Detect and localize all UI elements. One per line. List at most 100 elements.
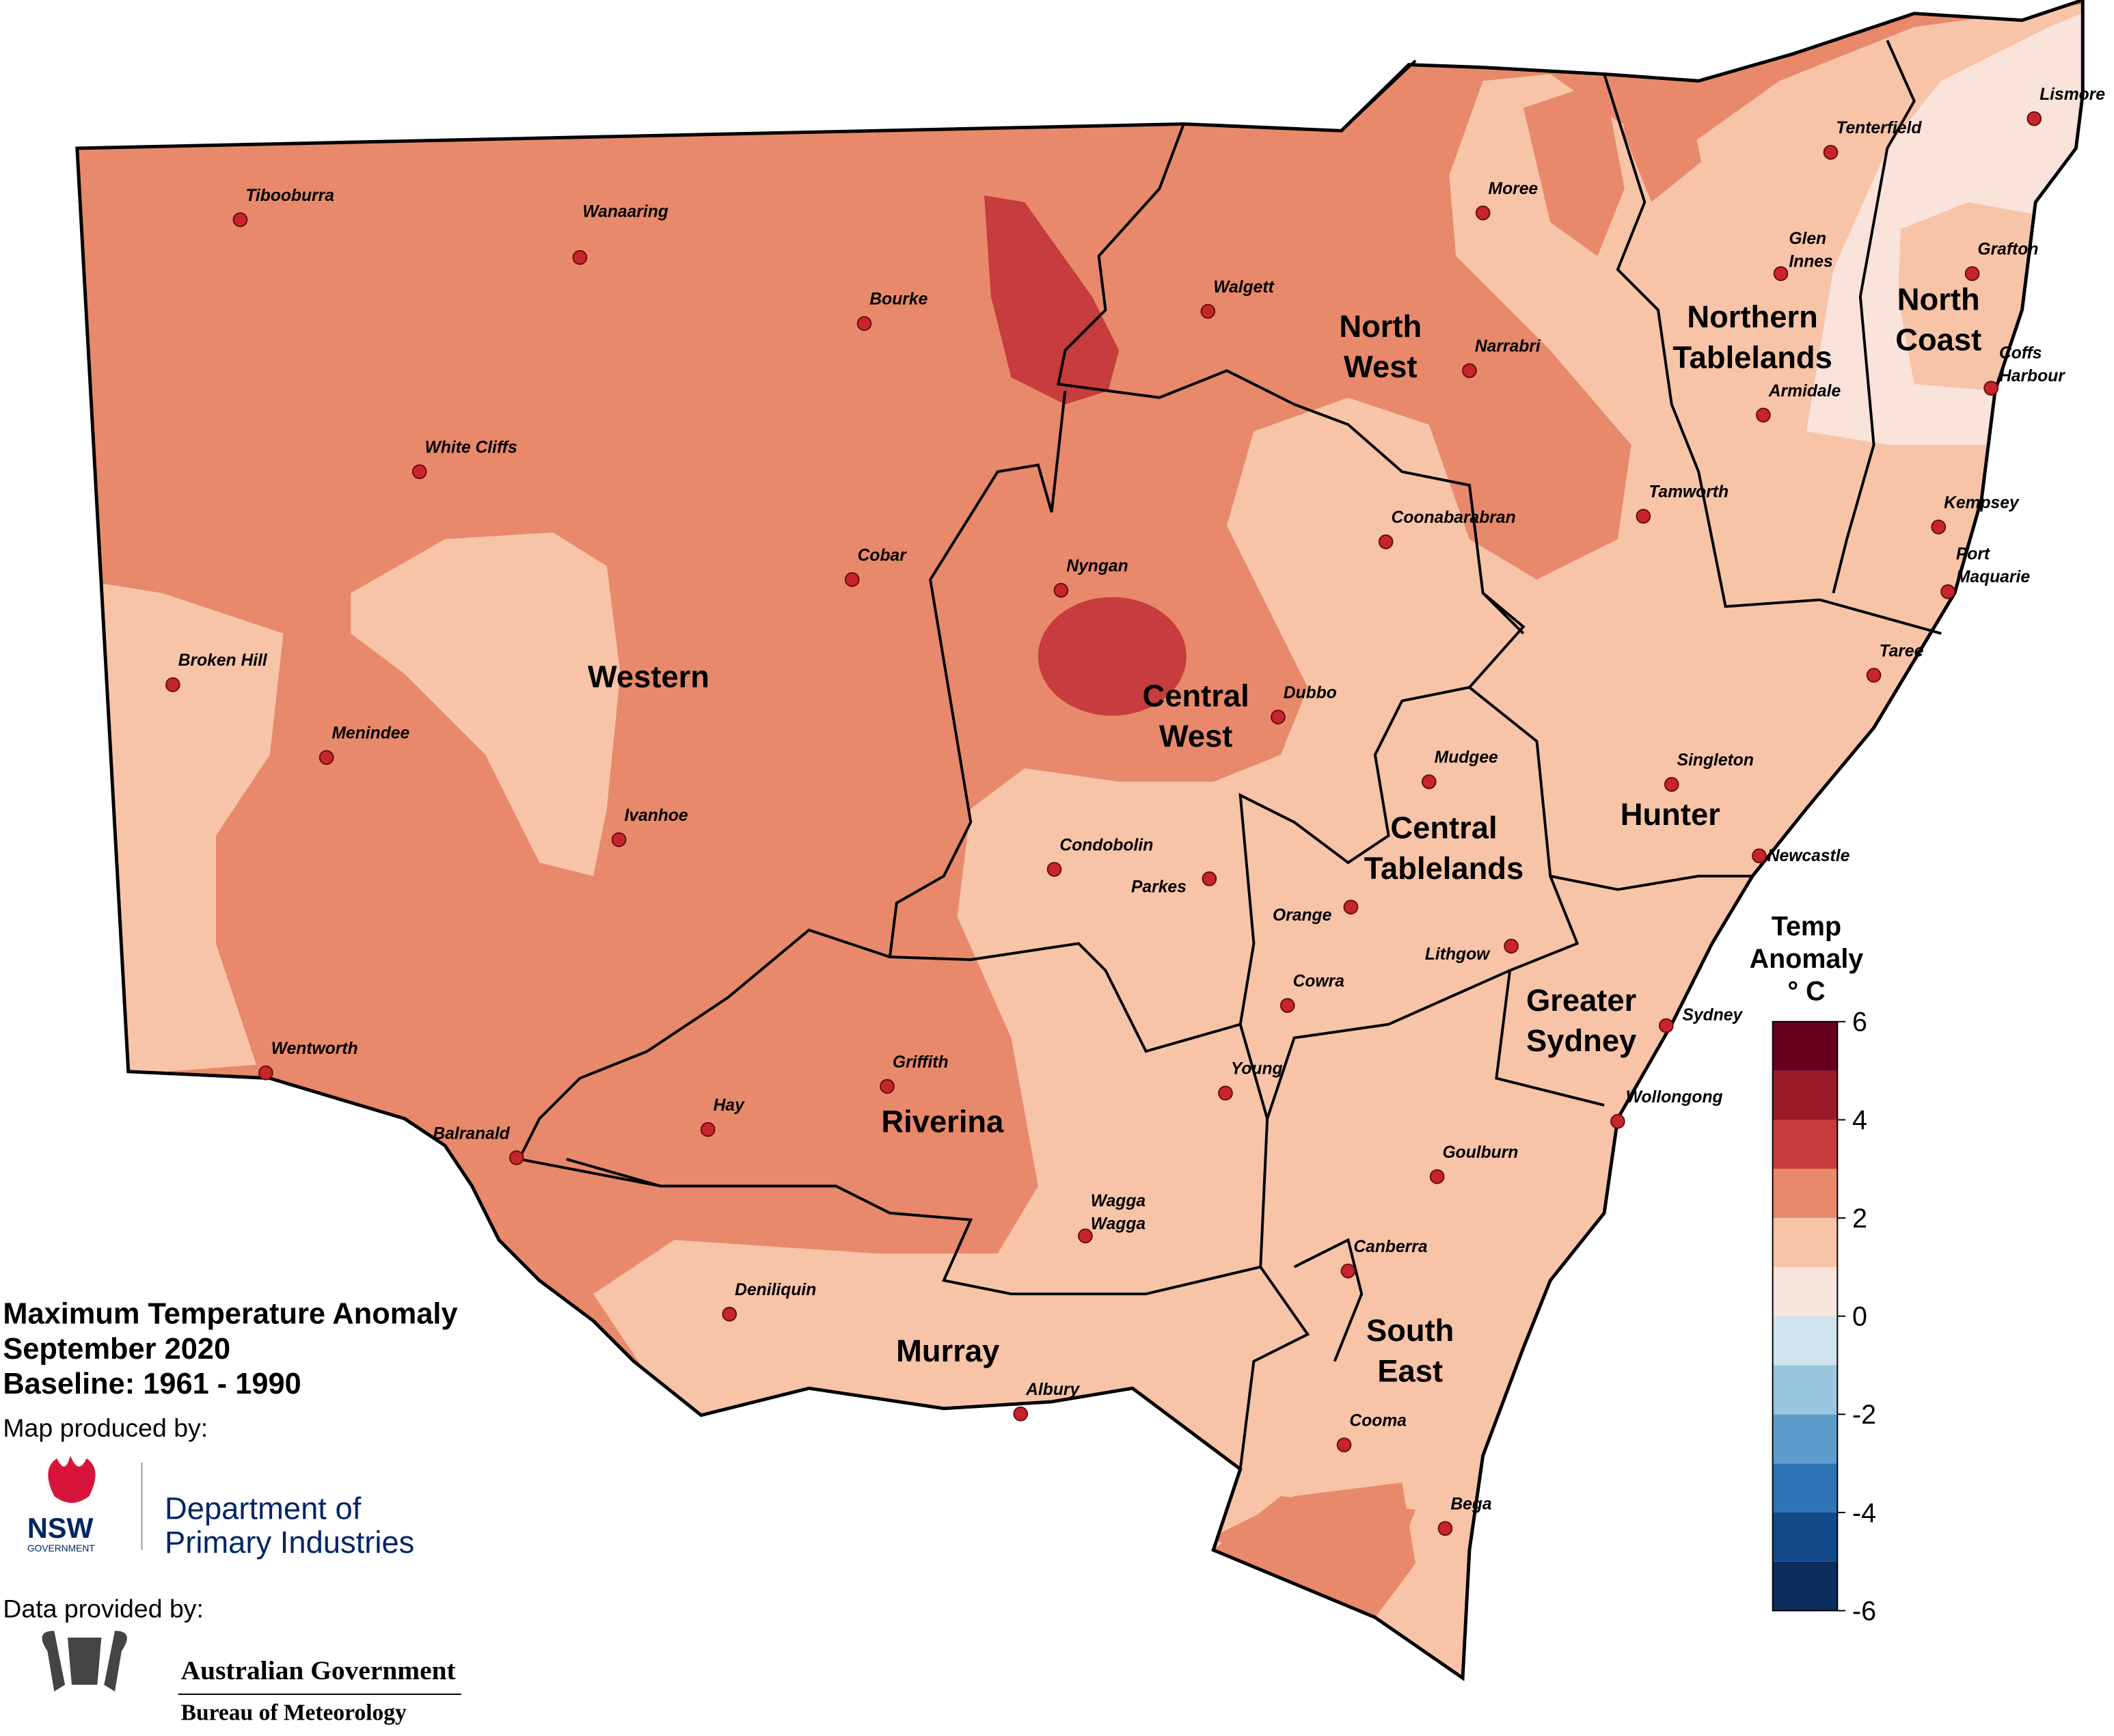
legend-swatch: [1772, 1512, 1838, 1562]
town-label: Balranald: [433, 1124, 510, 1143]
region-label: Northern: [1687, 299, 1817, 334]
town-label: Lismore: [2040, 85, 2105, 104]
town-label: Goulburn: [1443, 1143, 1519, 1162]
town-marker: [1823, 144, 1839, 160]
town-marker: [1659, 1018, 1674, 1033]
town-marker: [1421, 774, 1437, 789]
town-marker: [2027, 111, 2042, 126]
town-label: Wentworth: [271, 1040, 358, 1058]
town-marker: [509, 1150, 524, 1165]
legend-title: ° C: [1787, 976, 1825, 1006]
legend-tick-label: 6: [1852, 1007, 1867, 1037]
credit-label: Map produced by:: [3, 1413, 208, 1442]
town-label: Moree: [1489, 180, 1539, 198]
town-marker: [1610, 1113, 1625, 1129]
legend-swatch: [1772, 1070, 1838, 1120]
town-marker: [1437, 1521, 1453, 1536]
town-marker: [232, 212, 248, 228]
town-label: Wagga: [1091, 1215, 1146, 1234]
town-marker: [1636, 508, 1651, 524]
town-marker: [411, 464, 427, 480]
region-label: Riverina: [881, 1104, 1004, 1139]
coat-of-arms: [42, 1631, 127, 1692]
town-label: Orange: [1273, 906, 1332, 925]
town-marker: [1940, 584, 1955, 599]
town-label: Wollongong: [1626, 1088, 1723, 1107]
town-marker: [1279, 998, 1295, 1013]
town-marker: [1078, 1228, 1093, 1244]
town-label: Tibooburra: [245, 187, 334, 205]
legend-swatch: [1772, 1120, 1838, 1169]
region-label: East: [1377, 1353, 1443, 1388]
town-label: Menindee: [332, 724, 410, 743]
town-marker: [1866, 668, 1882, 683]
town-marker: [1752, 848, 1767, 864]
legend-swatch: [1772, 1561, 1838, 1611]
town-label: Albury: [1025, 1381, 1080, 1399]
town-label: Maquarie: [1956, 568, 2030, 586]
town-label: Coffs: [1999, 344, 2042, 363]
region-label: Tablelands: [1364, 851, 1524, 886]
map-title: Maximum Temperature Anomaly: [3, 1298, 457, 1331]
region-label: North: [1339, 309, 1422, 344]
town-label: Armidale: [1768, 382, 1841, 401]
town-marker: [572, 249, 588, 265]
town-label: Cowra: [1293, 973, 1344, 991]
town-marker: [1013, 1406, 1029, 1422]
town-marker: [1218, 1085, 1233, 1101]
town-marker: [880, 1079, 895, 1094]
town-marker: [611, 832, 627, 847]
legend-tick-label: -6: [1852, 1596, 1876, 1626]
towns: Tibooburra Wanaaring Bourke White Cliffs Cob…: [165, 85, 2105, 1536]
nsw-waratah: [48, 1455, 96, 1503]
nsw-logo-text: NSW: [27, 1513, 94, 1544]
town-label: White Cliffs: [425, 439, 517, 457]
department: Primary Industries: [165, 1525, 414, 1560]
region-label: Central: [1390, 811, 1497, 845]
town-label: Taree: [1879, 642, 1923, 660]
town-marker: [1343, 899, 1359, 915]
town-label: Bourke: [869, 290, 927, 309]
map-title: September 2020: [3, 1333, 230, 1366]
town-marker: [1504, 938, 1519, 954]
town-label: Tenterfield: [1836, 119, 1922, 137]
region-labels: Western North West Northern Tablelands North C…: [588, 282, 1981, 1389]
town-label: Parkes: [1131, 878, 1187, 896]
town-label: Harbour: [1999, 367, 2065, 385]
town-label: Ivanhoe: [624, 806, 688, 825]
nsw-logo-sub: GOVERNMENT: [27, 1543, 95, 1554]
region-label: Murray: [896, 1333, 999, 1368]
town-marker: [319, 750, 334, 765]
town-label: Cobar: [858, 546, 908, 565]
town-label: Newcastle: [1767, 847, 1850, 865]
town-label: Hay: [714, 1096, 745, 1115]
region-label: Sydney: [1526, 1023, 1636, 1058]
town-marker: [1931, 519, 1947, 534]
town-marker: [1475, 205, 1491, 221]
town-label: Bega: [1450, 1495, 1491, 1514]
town-marker: [165, 677, 180, 692]
region-label: Tablelands: [1672, 340, 1832, 375]
legend-swatch: [1772, 1169, 1838, 1219]
town-label: Griffith: [893, 1053, 949, 1072]
credit-label: Data provided by:: [3, 1594, 204, 1623]
map-title: Baseline: 1961 - 1990: [3, 1368, 301, 1400]
agency: Australian Government: [181, 1655, 456, 1685]
region-label: Central: [1143, 678, 1249, 713]
town-marker: [856, 316, 872, 331]
town-label: Young: [1231, 1060, 1283, 1079]
region-label: South: [1366, 1313, 1454, 1348]
town-label: Dubbo: [1284, 684, 1337, 703]
town-label: Nyngan: [1066, 557, 1128, 575]
town-marker: [844, 572, 860, 587]
department: Department of: [165, 1491, 362, 1526]
town-label: Wagga: [1091, 1192, 1146, 1210]
town-marker: [1340, 1263, 1356, 1279]
town-label: Grafton: [1977, 241, 2038, 259]
town-label: Broken Hill: [178, 651, 268, 670]
town-marker: [1462, 363, 1477, 379]
town-label: Glen: [1789, 230, 1826, 248]
legend-swatch: [1772, 1316, 1838, 1366]
